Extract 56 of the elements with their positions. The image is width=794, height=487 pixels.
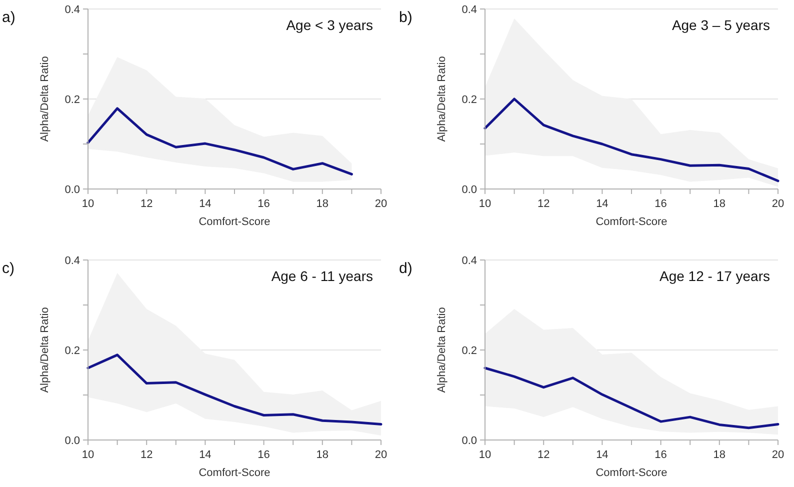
y-tick-label: 0.2 — [64, 94, 80, 106]
x-tick-label: 10 — [478, 198, 492, 210]
text: Age 3 – 5 years — [672, 17, 770, 33]
chart-title: a) — [2, 9, 16, 26]
y-tick-label: 0.4 — [64, 255, 80, 267]
y-axis-title: Alpha/Delta Ratio — [436, 56, 448, 142]
x-tick-label: 12 — [537, 198, 550, 210]
x-tick-label: 14 — [199, 449, 212, 461]
y-axis-title: Alpha/Delta Ratio — [39, 56, 51, 142]
text: Age 12 - 17 years — [659, 268, 770, 284]
y-tick-label: 0.2 — [64, 345, 80, 357]
x-tick-label: 16 — [654, 198, 667, 210]
x-tick-label: 18 — [316, 449, 329, 461]
chart-title: d) — [399, 260, 412, 277]
x-tick-label: 18 — [713, 449, 726, 461]
line-series — [86, 107, 353, 176]
x-tick-label: 20 — [374, 198, 388, 210]
text: Age 6 - 11 years — [271, 268, 373, 284]
x-tick-label: 10 — [82, 198, 94, 210]
y-tick-label: 0.0 — [462, 435, 477, 447]
x-tick-label: 12 — [140, 198, 153, 210]
x-tick-label: 16 — [258, 449, 270, 461]
chart-title: b) — [399, 9, 412, 26]
x-tick-label: 14 — [199, 198, 212, 210]
x-tick-label: 10 — [82, 449, 94, 461]
x-tick-label: 18 — [713, 198, 726, 210]
y-tick-label: 0.2 — [462, 94, 477, 106]
y-tick-label: 0.0 — [64, 184, 80, 196]
x-tick-label: 18 — [316, 198, 329, 210]
line-series — [86, 354, 382, 426]
y-tick-label: 0.2 — [462, 345, 477, 357]
x-tick-label: 10 — [478, 449, 492, 461]
x-tick-label: 12 — [537, 449, 550, 461]
line-series — [484, 366, 780, 430]
x-axis-title: Comfort-Score — [198, 216, 270, 228]
x-tick-label: 14 — [596, 449, 608, 461]
y-tick-label: 0.0 — [462, 184, 477, 196]
chart-title: c) — [2, 260, 14, 277]
line-series — [484, 98, 780, 182]
y-tick-label: 0.4 — [462, 255, 477, 267]
text: Age < 3 years — [286, 17, 373, 33]
x-axis-title: Comfort-Score — [596, 216, 668, 228]
x-tick-label: 20 — [374, 449, 388, 461]
x-tick-label: 20 — [772, 449, 784, 461]
x-axis-title: Comfort-Score — [596, 467, 668, 479]
y-tick-label: 0.4 — [462, 4, 477, 16]
x-tick-label: 12 — [140, 449, 153, 461]
x-tick-label: 16 — [258, 198, 270, 210]
y-tick-label: 0.4 — [64, 4, 80, 16]
x-tick-label: 14 — [596, 198, 608, 210]
x-tick-label: 16 — [654, 449, 667, 461]
y-tick-label: 0.0 — [64, 435, 80, 447]
x-axis-title: Comfort-Score — [198, 467, 270, 479]
y-axis-title: Alpha/Delta Ratio — [39, 307, 51, 393]
y-axis-title: Alpha/Delta Ratio — [436, 307, 448, 393]
x-tick-label: 20 — [772, 198, 784, 210]
